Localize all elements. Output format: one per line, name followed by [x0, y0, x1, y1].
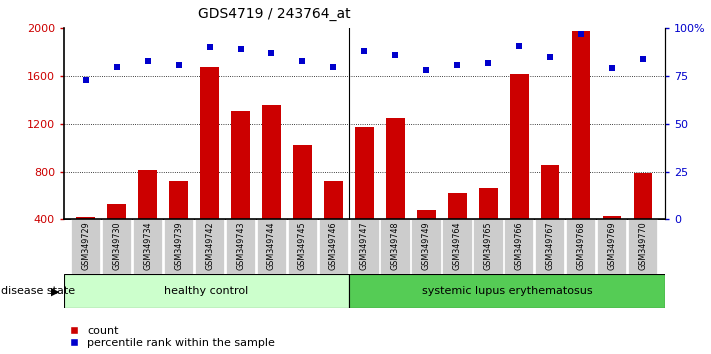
- Point: [328, 64, 339, 69]
- Point: [575, 31, 587, 37]
- Point: [606, 65, 618, 71]
- Text: GSM349767: GSM349767: [546, 221, 555, 270]
- FancyBboxPatch shape: [442, 219, 471, 274]
- Bar: [510, 74, 528, 267]
- Point: [173, 62, 184, 68]
- Bar: [603, 216, 621, 267]
- Bar: [201, 67, 219, 267]
- Text: GSM349764: GSM349764: [453, 221, 461, 270]
- Text: GSM349746: GSM349746: [329, 221, 338, 270]
- FancyBboxPatch shape: [504, 219, 533, 274]
- FancyBboxPatch shape: [535, 219, 565, 274]
- Bar: [76, 217, 95, 267]
- FancyBboxPatch shape: [412, 219, 441, 274]
- FancyBboxPatch shape: [287, 219, 316, 274]
- Text: ▶: ▶: [51, 286, 60, 296]
- Text: GSM349730: GSM349730: [112, 221, 121, 270]
- Text: disease state: disease state: [1, 286, 75, 296]
- FancyBboxPatch shape: [474, 219, 503, 274]
- Point: [111, 64, 122, 69]
- Text: GSM349729: GSM349729: [81, 221, 90, 270]
- Bar: [479, 188, 498, 267]
- Point: [390, 52, 401, 58]
- Text: healthy control: healthy control: [164, 286, 249, 296]
- Bar: [324, 181, 343, 267]
- Text: GSM349748: GSM349748: [391, 221, 400, 270]
- Text: GSM349745: GSM349745: [298, 221, 307, 270]
- Text: GSM349765: GSM349765: [483, 221, 493, 270]
- Point: [421, 68, 432, 73]
- FancyBboxPatch shape: [102, 219, 131, 274]
- FancyBboxPatch shape: [64, 274, 349, 308]
- Bar: [293, 145, 311, 267]
- FancyBboxPatch shape: [71, 219, 100, 274]
- Bar: [262, 105, 281, 267]
- Point: [80, 77, 91, 83]
- Point: [483, 60, 494, 65]
- FancyBboxPatch shape: [597, 219, 626, 274]
- Text: GSM349743: GSM349743: [236, 221, 245, 270]
- Bar: [386, 118, 405, 267]
- Text: GSM349768: GSM349768: [577, 221, 586, 270]
- Text: GSM349749: GSM349749: [422, 221, 431, 270]
- Bar: [417, 210, 436, 267]
- FancyBboxPatch shape: [319, 219, 348, 274]
- Bar: [139, 171, 157, 267]
- FancyBboxPatch shape: [380, 219, 410, 274]
- Text: GSM349770: GSM349770: [638, 221, 648, 270]
- Text: GSM349734: GSM349734: [143, 221, 152, 270]
- Point: [451, 62, 463, 68]
- Bar: [355, 127, 374, 267]
- Bar: [634, 173, 653, 267]
- Text: GSM349742: GSM349742: [205, 221, 214, 270]
- FancyBboxPatch shape: [349, 274, 665, 308]
- FancyBboxPatch shape: [257, 219, 286, 274]
- Text: GSM349744: GSM349744: [267, 221, 276, 270]
- Bar: [231, 111, 250, 267]
- Point: [266, 50, 277, 56]
- Point: [204, 45, 215, 50]
- FancyBboxPatch shape: [566, 219, 595, 274]
- Legend: count, percentile rank within the sample: count, percentile rank within the sample: [70, 326, 275, 348]
- Bar: [572, 31, 590, 267]
- Text: GDS4719 / 243764_at: GDS4719 / 243764_at: [198, 7, 351, 21]
- FancyBboxPatch shape: [225, 219, 255, 274]
- Point: [359, 48, 370, 54]
- Point: [513, 43, 525, 48]
- Bar: [169, 181, 188, 267]
- Text: GSM349766: GSM349766: [515, 221, 524, 270]
- Text: GSM349739: GSM349739: [174, 221, 183, 270]
- Text: systemic lupus erythematosus: systemic lupus erythematosus: [422, 286, 592, 296]
- FancyBboxPatch shape: [629, 219, 658, 274]
- Bar: [448, 193, 466, 267]
- Bar: [541, 165, 560, 267]
- Point: [142, 58, 154, 64]
- Point: [638, 56, 649, 62]
- Point: [545, 54, 556, 60]
- FancyBboxPatch shape: [164, 219, 193, 274]
- FancyBboxPatch shape: [133, 219, 162, 274]
- FancyBboxPatch shape: [350, 219, 379, 274]
- Text: GSM349747: GSM349747: [360, 221, 369, 270]
- Text: GSM349769: GSM349769: [608, 221, 616, 270]
- Point: [235, 46, 246, 52]
- Bar: [107, 204, 126, 267]
- Point: [296, 58, 308, 64]
- FancyBboxPatch shape: [195, 219, 224, 274]
